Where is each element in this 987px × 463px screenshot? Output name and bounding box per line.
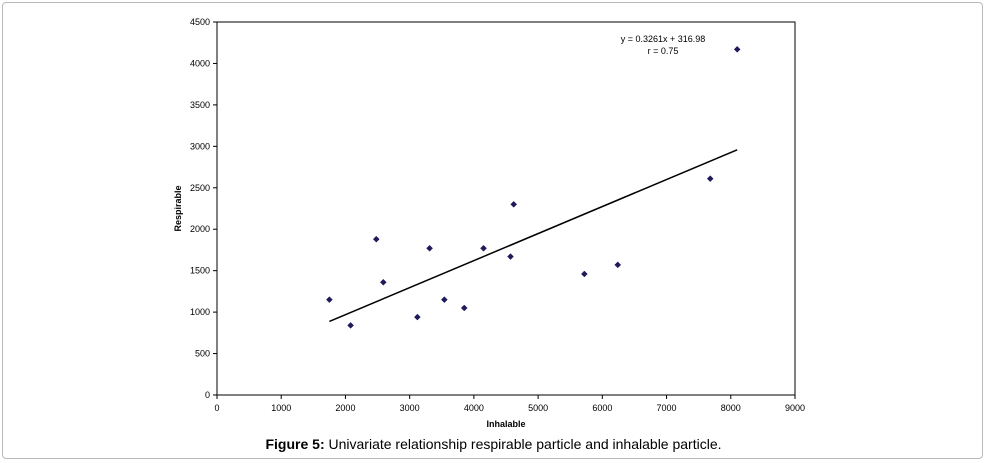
data-point: [372, 235, 380, 243]
y-tick-label: 4000: [190, 58, 210, 68]
y-ticks: 0 500 1000 1500 2000 2500 3000 3500 4000 4500: [190, 17, 217, 400]
data-point: [460, 304, 468, 312]
data-point: [379, 278, 387, 286]
data-point: [507, 253, 514, 260]
plot-area-border: [216, 21, 796, 396]
y-tick-label: 0: [205, 390, 210, 400]
data-point: [510, 201, 518, 208]
x-ticks: 0 1000 2000 3000 4000 5000 6000 7000 8000 9000: [214, 395, 805, 413]
y-axis-title: Respirable: [173, 185, 183, 231]
y-tick-label: 3000: [190, 141, 210, 151]
data-points: [326, 45, 741, 329]
x-tick-label: 7000: [657, 403, 677, 413]
x-tick-label: 3000: [400, 403, 420, 413]
x-tick-label: 1000: [271, 403, 291, 413]
y-tick-label: 500: [195, 349, 210, 359]
figure-caption: Figure 5: Univariate relationship respir…: [0, 436, 987, 452]
trendline-equation: y = 0.3261x + 316.98: [621, 34, 706, 44]
y-tick-label: 4500: [190, 17, 210, 27]
axes: [216, 21, 796, 396]
x-tick-label: 0: [214, 403, 219, 413]
x-tick-label: 8000: [721, 403, 741, 413]
data-point: [440, 296, 448, 304]
x-tick-label: 9000: [785, 403, 805, 413]
data-point: [614, 261, 622, 269]
data-point: [733, 45, 741, 53]
correlation-label: r = 0.75: [648, 46, 679, 56]
y-tick-label: 2000: [190, 224, 210, 234]
data-point: [326, 296, 333, 304]
data-point: [414, 313, 421, 321]
data-point: [347, 322, 354, 329]
x-tick-label: 2000: [335, 403, 355, 413]
data-point: [706, 175, 714, 183]
y-tick-label: 1000: [190, 307, 210, 317]
x-tick-label: 5000: [528, 403, 548, 413]
caption-label: Figure 5:: [265, 436, 325, 452]
y-tick-label: 3500: [190, 100, 210, 110]
data-point: [426, 244, 433, 252]
data-point: [580, 270, 588, 278]
x-tick-label: 4000: [464, 403, 484, 413]
data-point: [480, 244, 487, 252]
y-tick-label: 2500: [190, 183, 210, 193]
x-tick-label: 6000: [592, 403, 612, 413]
caption-text: Univariate relationship respirable parti…: [324, 436, 722, 452]
trendline-group: [329, 149, 738, 323]
trendline: [329, 149, 738, 323]
y-tick-label: 1500: [190, 266, 210, 276]
x-axis-title: Inhalable: [486, 419, 525, 429]
